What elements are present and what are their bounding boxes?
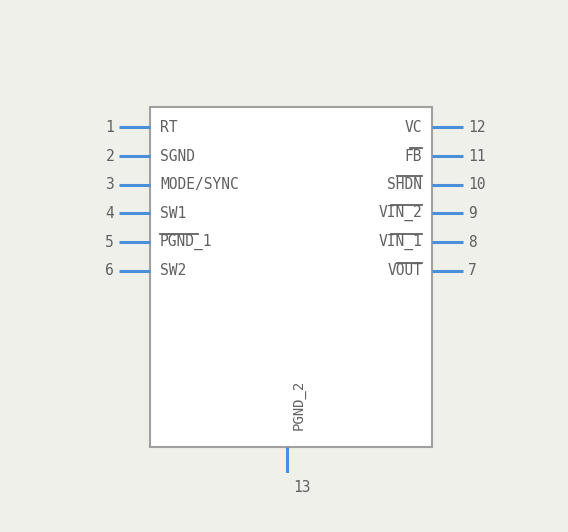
Text: 12: 12 [468,120,486,135]
Text: 8: 8 [468,235,477,250]
Text: VIN_2: VIN_2 [378,205,422,221]
Text: PGND_1: PGND_1 [160,234,212,250]
Text: SW1: SW1 [160,206,186,221]
Text: SHDN: SHDN [387,177,422,192]
Text: 1: 1 [106,120,114,135]
Text: 4: 4 [106,206,114,221]
Text: MODE/SYNC: MODE/SYNC [160,177,239,192]
Text: 3: 3 [106,177,114,192]
Text: 6: 6 [106,263,114,278]
Text: FB: FB [404,148,422,163]
Text: 11: 11 [468,148,486,163]
Text: 2: 2 [106,148,114,163]
Text: VOUT: VOUT [387,263,422,278]
Text: 5: 5 [106,235,114,250]
Text: 10: 10 [468,177,486,192]
Text: VIN_1: VIN_1 [378,234,422,250]
Text: RT: RT [160,120,178,135]
Text: 13: 13 [293,480,311,495]
Text: VC: VC [404,120,422,135]
Text: PGND_2: PGND_2 [292,380,306,430]
Bar [150,107,432,447]
Text: SGND: SGND [160,148,195,163]
Text: 9: 9 [468,206,477,221]
Text: SW2: SW2 [160,263,186,278]
Text: 7: 7 [468,263,477,278]
